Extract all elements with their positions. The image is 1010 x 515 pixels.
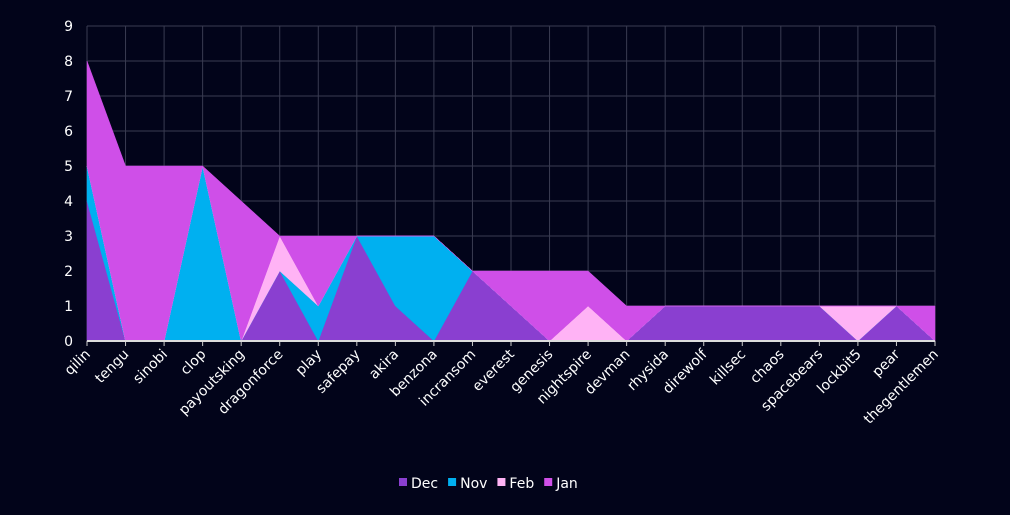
legend-swatch-dec: [399, 478, 407, 486]
legend-swatch-nov: [448, 478, 457, 486]
y-tick-label: 0: [64, 334, 73, 350]
legend-swatch-feb: [497, 478, 506, 486]
y-tick-label: 5: [64, 159, 73, 175]
y-tick-label: 4: [64, 194, 73, 210]
y-tick-label: 3: [64, 229, 73, 245]
x-tick-label: sinobi: [130, 347, 171, 388]
legend-label-nov: Nov: [460, 476, 487, 492]
legend-label-feb: Feb: [509, 476, 534, 492]
x-tick-label: akira: [366, 347, 402, 383]
x-tick-label: pear: [869, 346, 903, 380]
y-tick-label: 8: [64, 54, 73, 70]
y-tick-label: 2: [64, 264, 73, 280]
x-tick-label: qilin: [62, 347, 94, 379]
x-tick-label: play: [293, 347, 325, 379]
y-tick-label: 9: [64, 19, 73, 35]
x-tick-label: clop: [178, 346, 210, 378]
y-tick-label: 1: [64, 299, 73, 315]
legend-label-dec: Dec: [411, 476, 438, 492]
legend: Dec Nov Feb Jan: [399, 476, 578, 492]
x-tick-label: killsec: [707, 347, 749, 389]
legend-swatch-jan: [544, 478, 553, 486]
legend-label-jan: Jan: [555, 476, 578, 492]
x-tick-label: tengu: [92, 347, 132, 387]
y-tick-label: 6: [64, 124, 73, 140]
y-tick-label: 7: [64, 89, 73, 105]
